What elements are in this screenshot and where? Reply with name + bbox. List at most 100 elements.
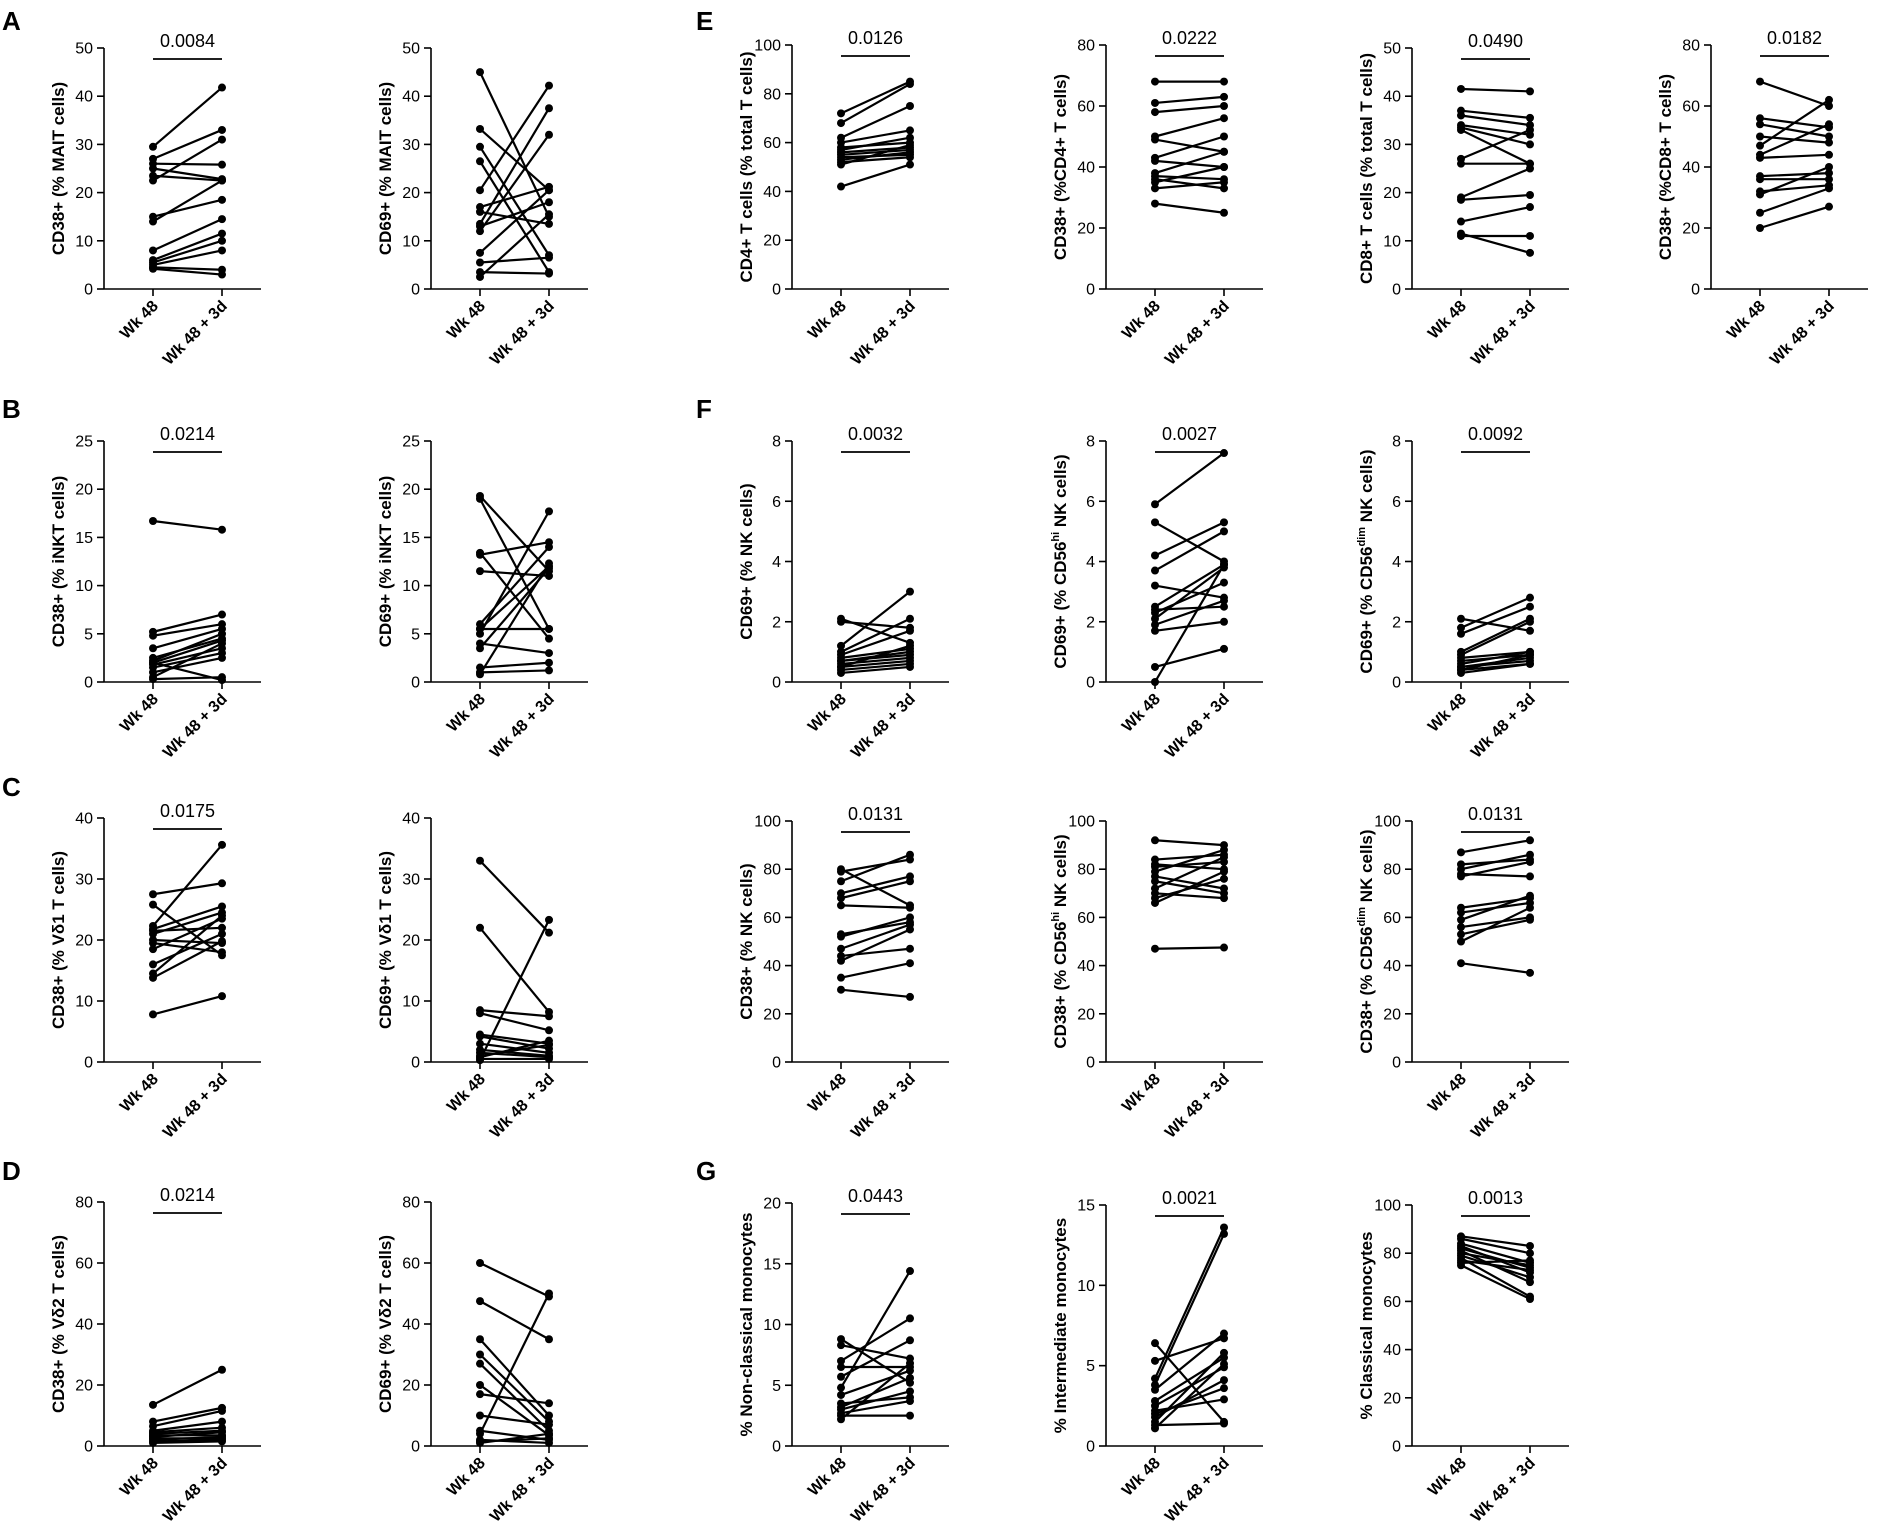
- subject-line: [840, 617, 911, 653]
- data-point-wk48-3d: [1526, 87, 1534, 96]
- subject-line: [1759, 80, 1830, 108]
- data-point-wk48: [837, 160, 845, 169]
- y-axis-label: CD38+ (% Vδ2 T cells): [49, 1235, 68, 1413]
- subject-line: [1460, 109, 1531, 119]
- x-category-label: Wk 48: [805, 691, 850, 736]
- subject-line: [840, 653, 911, 663]
- x-category-label: Wk 48 + 3d: [160, 1455, 231, 1526]
- subject-line: [152, 1406, 223, 1423]
- y-tick-label: 40: [1383, 958, 1401, 975]
- data-point-wk48-3d: [1526, 248, 1534, 257]
- data-point-wk48: [1457, 872, 1465, 881]
- y-tick-label: 5: [84, 626, 93, 643]
- subject-line: [1154, 853, 1225, 861]
- y-tick-label: 80: [1682, 38, 1700, 55]
- data-point-wk48-3d: [1526, 231, 1534, 240]
- data-point-wk48: [1756, 132, 1764, 141]
- subject-line: [840, 590, 911, 647]
- subject-line: [840, 163, 911, 188]
- subject-line: [152, 1440, 223, 1445]
- y-tick-label: 2: [1086, 614, 1095, 631]
- subject-line: [479, 546, 550, 625]
- data-point-wk48: [1151, 877, 1159, 886]
- y-tick-label: 60: [1077, 99, 1095, 116]
- subject-line: [152, 917, 223, 951]
- data-point-wk48: [476, 1032, 484, 1041]
- data-point-wk48: [476, 1350, 484, 1359]
- x-category-label: Wk 48: [1425, 691, 1470, 736]
- data-point-wk48-3d: [1526, 626, 1534, 635]
- data-point-wk48-3d: [1220, 596, 1228, 605]
- y-tick-label: 6: [772, 494, 781, 511]
- data-point-wk48-3d: [545, 666, 553, 675]
- subject-line: [152, 179, 223, 223]
- data-point-wk48-3d: [906, 1366, 914, 1375]
- data-point-wk48-3d: [1526, 203, 1534, 212]
- subject-line: [840, 962, 911, 979]
- subject-line: [840, 136, 911, 152]
- data-point-wk48: [149, 142, 157, 151]
- subject-line: [479, 1012, 550, 1032]
- subject-line: [840, 1317, 911, 1362]
- subject-line: [840, 1369, 911, 1397]
- x-category-label: Wk 48: [1119, 1071, 1164, 1116]
- y-tick-label: 8: [1392, 434, 1401, 451]
- subject-line: [1460, 860, 1531, 878]
- subject-line: [840, 875, 911, 895]
- data-point-wk48-3d: [1220, 449, 1228, 458]
- subject-line: [152, 905, 223, 931]
- subject-line: [1460, 605, 1531, 635]
- subject-line: [840, 923, 911, 950]
- subject-line: [1460, 1247, 1531, 1269]
- data-point-wk48-3d: [218, 929, 226, 938]
- y-tick-label: 20: [1383, 185, 1401, 202]
- y-tick-label: 60: [75, 1256, 93, 1273]
- y-tick-label: 30: [402, 872, 420, 889]
- data-point-wk48-3d: [1220, 617, 1228, 626]
- subject-line: [840, 928, 911, 962]
- y-tick-label: 5: [1086, 1358, 1095, 1375]
- y-tick-label: 0: [1086, 282, 1095, 299]
- y-axis-label: CD38+ (% CD56hi NK cells): [1050, 834, 1070, 1048]
- data-point-wk48: [1151, 678, 1159, 686]
- data-point-wk48-3d: [218, 83, 226, 92]
- subject-line: [1460, 916, 1531, 929]
- x-category-label: Wk 48: [117, 1071, 162, 1116]
- data-point-wk48-3d: [545, 1335, 553, 1344]
- data-point-wk48-3d: [1220, 943, 1228, 952]
- data-point-wk48: [476, 1411, 484, 1420]
- data-point-wk48: [476, 248, 484, 257]
- y-tick-label: 20: [1077, 221, 1095, 238]
- data-point-wk48-3d: [1825, 169, 1833, 178]
- y-tick-label: 80: [763, 862, 781, 879]
- data-point-wk48-3d: [218, 902, 226, 911]
- subject-line: [1154, 1352, 1225, 1423]
- y-tick-label: 100: [1374, 1198, 1401, 1215]
- data-point-wk48: [149, 246, 157, 255]
- subject-line: [479, 669, 550, 674]
- data-point-wk48: [149, 960, 157, 969]
- y-tick-label: 25: [75, 434, 93, 451]
- subject-line: [840, 921, 911, 936]
- data-point-wk48-3d: [218, 879, 226, 888]
- data-point-wk48-3d: [1825, 150, 1833, 159]
- subject-line: [479, 1293, 550, 1435]
- subject-line: [840, 853, 911, 883]
- subject-line: [1460, 1259, 1531, 1264]
- subject-line: [840, 665, 911, 675]
- data-point-wk48-3d: [545, 507, 553, 516]
- y-tick-label: 80: [402, 1195, 420, 1212]
- p-value-label: 0.0021: [1162, 1188, 1217, 1208]
- data-point-wk48-3d: [1220, 1223, 1228, 1232]
- data-point-wk48: [1457, 84, 1465, 93]
- subject-line: [152, 86, 223, 148]
- data-point-wk48: [1151, 1339, 1159, 1348]
- y-tick-label: 20: [75, 482, 93, 499]
- data-point-wk48: [1151, 98, 1159, 107]
- data-point-wk48: [476, 157, 484, 166]
- data-point-wk48-3d: [1220, 147, 1228, 156]
- data-point-wk48-3d: [1526, 836, 1534, 845]
- subject-line: [479, 271, 550, 275]
